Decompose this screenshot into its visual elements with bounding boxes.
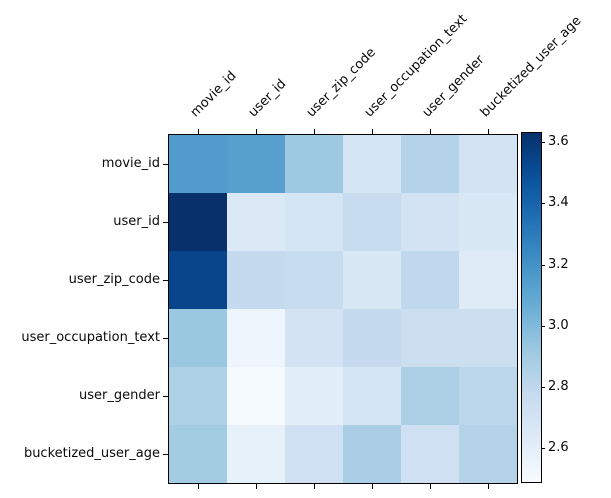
x-tick-top bbox=[372, 129, 373, 134]
y-tick-left bbox=[163, 164, 168, 165]
x-tick-bottom bbox=[198, 484, 199, 489]
colorbar-tick-label: 3.4 bbox=[548, 195, 569, 210]
heatmap-cell bbox=[401, 135, 459, 193]
heatmap-cell bbox=[169, 425, 227, 483]
x-tick-label: user_occupation_text bbox=[361, 11, 471, 121]
y-tick-left bbox=[163, 454, 168, 455]
colorbar-tick bbox=[541, 203, 545, 204]
y-tick-label: user_id bbox=[113, 214, 160, 229]
y-tick-label: bucketized_user_age bbox=[23, 446, 160, 461]
heatmap-cell bbox=[459, 193, 517, 251]
heatmap-cell bbox=[401, 309, 459, 367]
heatmap-cell bbox=[343, 367, 401, 425]
x-tick-label: user_id bbox=[245, 76, 290, 121]
x-tick-top bbox=[314, 129, 315, 134]
colorbar-tick bbox=[541, 448, 545, 449]
x-tick-top bbox=[256, 129, 257, 134]
colorbar-tick-label: 2.6 bbox=[548, 440, 569, 455]
x-tick-bottom bbox=[430, 484, 431, 489]
heatmap-cell bbox=[285, 425, 343, 483]
x-tick-bottom bbox=[488, 484, 489, 489]
x-tick-bottom bbox=[372, 484, 373, 489]
y-tick-left bbox=[163, 222, 168, 223]
y-tick-label: user_occupation_text bbox=[21, 330, 160, 345]
heatmap-cell bbox=[401, 367, 459, 425]
x-tick-label: bucketized_user_age bbox=[477, 13, 585, 121]
colorbar-tick bbox=[541, 142, 545, 143]
heatmap-cell bbox=[285, 309, 343, 367]
colorbar-tick-label: 3.6 bbox=[548, 134, 569, 149]
heatmap-cell bbox=[169, 367, 227, 425]
heatmap-cell bbox=[227, 367, 285, 425]
colorbar bbox=[521, 132, 542, 483]
x-tick-bottom bbox=[314, 484, 315, 489]
heatmap-cell bbox=[459, 251, 517, 309]
heatmap-cell bbox=[285, 135, 343, 193]
heatmap-cell bbox=[227, 251, 285, 309]
x-tick-bottom bbox=[256, 484, 257, 489]
heatmap-cell bbox=[343, 251, 401, 309]
heatmap-cell bbox=[459, 309, 517, 367]
colorbar-tick-label: 3.0 bbox=[548, 318, 569, 333]
y-tick-label: movie_id bbox=[101, 156, 160, 171]
x-tick-label: movie_id bbox=[187, 68, 240, 121]
heatmap-plot-area bbox=[168, 134, 518, 484]
colorbar-tick-label: 3.2 bbox=[548, 257, 569, 272]
colorbar-tick bbox=[541, 265, 545, 266]
y-tick-left bbox=[163, 280, 168, 281]
y-tick-label: user_zip_code bbox=[68, 272, 160, 287]
x-tick-top bbox=[430, 129, 431, 134]
heatmap-cell bbox=[401, 425, 459, 483]
x-tick-top bbox=[488, 129, 489, 134]
heatmap-cell bbox=[343, 425, 401, 483]
heatmap-cell bbox=[343, 193, 401, 251]
heatmap-cell bbox=[285, 193, 343, 251]
heatmap-cell bbox=[343, 309, 401, 367]
heatmap-cell bbox=[169, 309, 227, 367]
heatmap-cell bbox=[285, 367, 343, 425]
heatmap-cell bbox=[227, 193, 285, 251]
y-tick-left bbox=[163, 338, 168, 339]
heatmap-cell bbox=[459, 135, 517, 193]
heatmap-cell bbox=[227, 309, 285, 367]
heatmap-cell bbox=[169, 135, 227, 193]
heatmap-cell bbox=[459, 367, 517, 425]
y-tick-left bbox=[163, 396, 168, 397]
colorbar-tick bbox=[541, 387, 545, 388]
heatmap-cell bbox=[169, 193, 227, 251]
y-tick-label: user_gender bbox=[79, 388, 160, 403]
heatmap-cell bbox=[459, 425, 517, 483]
heatmap-cell bbox=[227, 135, 285, 193]
heatmap-cell bbox=[169, 251, 227, 309]
heatmap-cell bbox=[227, 425, 285, 483]
heatmap-cell bbox=[343, 135, 401, 193]
heatmap-cell bbox=[401, 193, 459, 251]
x-tick-top bbox=[198, 129, 199, 134]
colorbar-tick-label: 2.8 bbox=[548, 379, 569, 394]
heatmap-cell bbox=[401, 251, 459, 309]
heatmap-cell bbox=[285, 251, 343, 309]
colorbar-tick bbox=[541, 326, 545, 327]
